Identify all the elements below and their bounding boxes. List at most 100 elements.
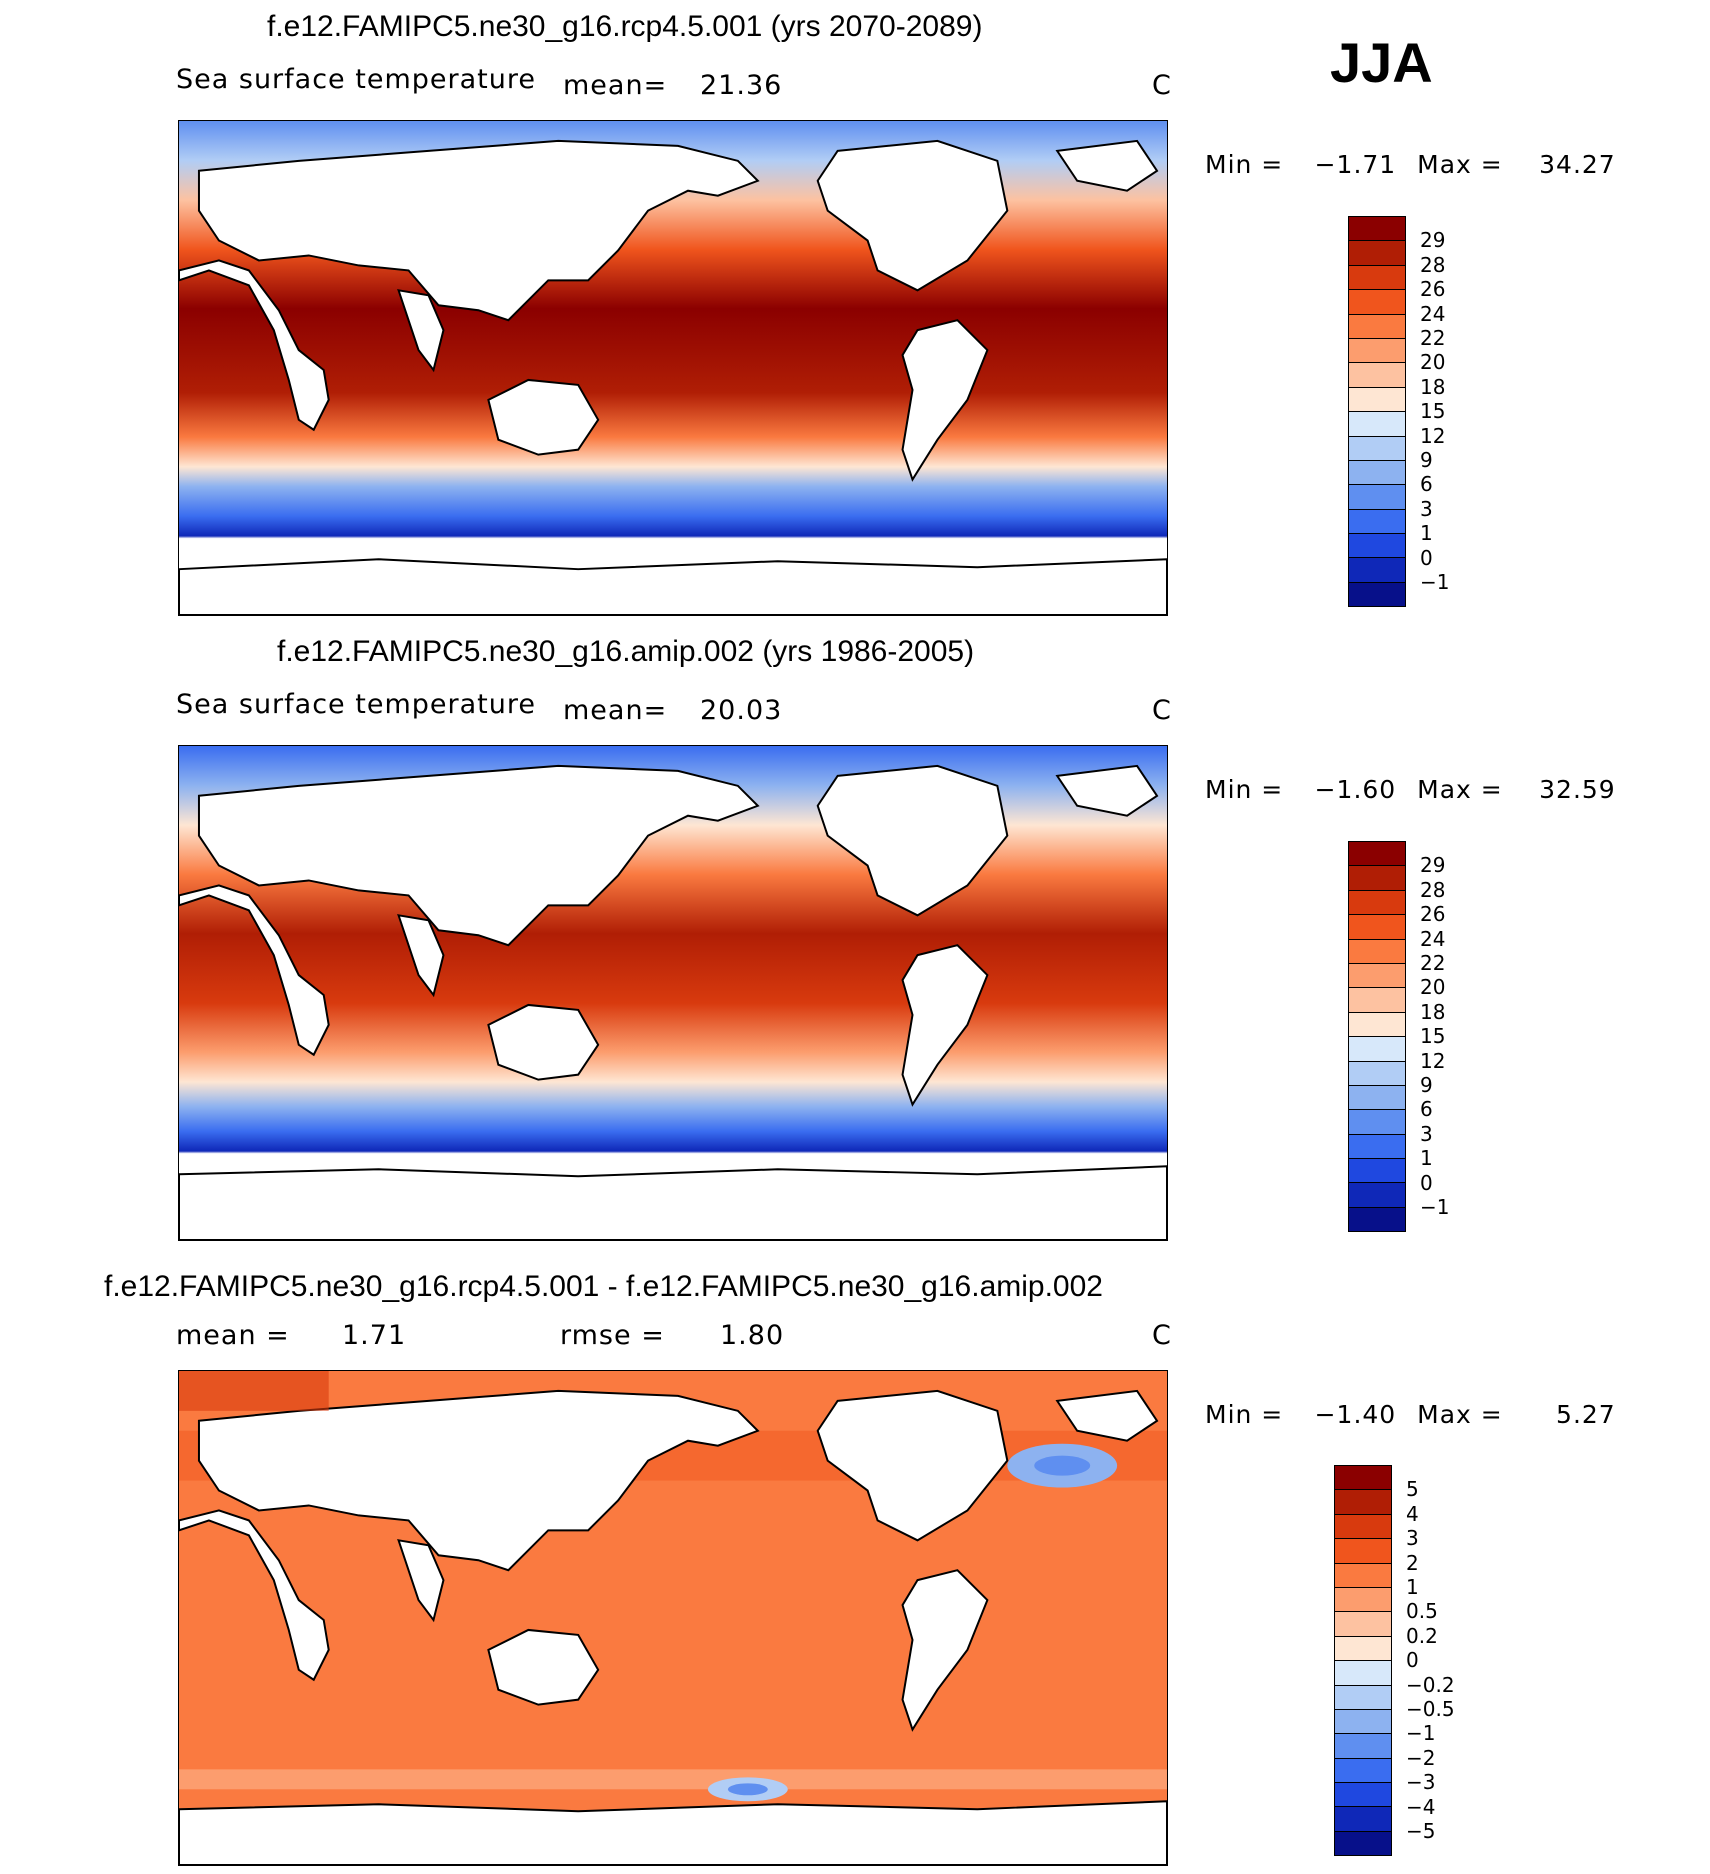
colorbar-tick-label: 12: [1420, 423, 1446, 448]
min-value: −1.40: [1314, 1400, 1397, 1429]
colorbar-swatch: [1349, 387, 1405, 413]
sst-field-map: [179, 121, 1167, 615]
colorbar-swatch: [1335, 1514, 1391, 1540]
colorbar-tick-label: 29: [1420, 228, 1446, 253]
colorbar-tick-label: −3: [1406, 1770, 1436, 1795]
colorbar-tick-label: 28: [1420, 252, 1446, 277]
colorbar-swatch: [1349, 1207, 1405, 1233]
colorbar-swatch: [1335, 1807, 1391, 1832]
colorbar-tick-label: 24: [1420, 301, 1446, 326]
colorbar-swatch: [1349, 1159, 1405, 1184]
colorbar-tick-label: 24: [1420, 926, 1446, 951]
map-panel-3: [178, 1370, 1168, 1866]
colorbar-tick-label: 1: [1420, 521, 1433, 546]
colorbar-swatch: [1335, 1636, 1391, 1662]
min-value: −1.60: [1314, 775, 1397, 804]
colorbar-tick-label: −2: [1406, 1745, 1436, 1770]
sst-field-map: [179, 746, 1167, 1240]
colorbar-swatch: [1349, 485, 1405, 510]
colorbar-swatch: [1349, 1037, 1405, 1062]
colorbar-swatch: [1349, 1012, 1405, 1038]
colorbar-tick-label: −5: [1406, 1819, 1436, 1843]
colorbar-swatch: [1335, 1709, 1391, 1735]
min-max-readout: Min = −1.71 Max = 34.27: [1205, 150, 1616, 179]
colorbar-tick-label: 5: [1406, 1477, 1419, 1502]
colorbar-swatch: [1349, 217, 1405, 242]
colorbar-tick-label: 3: [1420, 1121, 1433, 1146]
colorbar-tick-label: 29: [1420, 853, 1446, 878]
colorbar-swatch: [1349, 915, 1405, 940]
max-value: 34.27: [1539, 150, 1616, 179]
colorbar-swatch: [1349, 988, 1405, 1013]
max-value: 32.59: [1539, 775, 1616, 804]
mean-value: 21.36: [700, 70, 783, 101]
colorbar-tick-label: 3: [1406, 1526, 1419, 1551]
colorbar-tick-label: 20: [1420, 975, 1446, 1000]
colorbar-swatch: [1349, 1085, 1405, 1111]
colorbar-swatch: [1335, 1831, 1391, 1857]
colorbar-swatch: [1335, 1685, 1391, 1710]
colorbar-swatch: [1335, 1563, 1391, 1588]
colorbar-tick-label: −0.2: [1406, 1672, 1455, 1697]
colorbar-swatch: [1335, 1490, 1391, 1515]
min-label: Min =: [1205, 775, 1284, 804]
units-label: C: [1152, 1320, 1172, 1351]
colorbar-tick-label: −1: [1420, 1195, 1450, 1219]
min-label: Min =: [1205, 1400, 1284, 1429]
colorbar-tick-label: 15: [1420, 399, 1446, 424]
colorbar-tick-label: 3: [1420, 496, 1433, 521]
colorbar-swatch: [1349, 534, 1405, 559]
colorbar-swatch: [1335, 1783, 1391, 1808]
map-panel-1: [178, 120, 1168, 616]
variable-label: Sea surface temperature: [176, 689, 536, 720]
colorbar-tick-label: −4: [1406, 1794, 1436, 1819]
colorbar-tick-label: 12: [1420, 1048, 1446, 1073]
colorbar-tick-label: 20: [1420, 350, 1446, 375]
colorbar: 29 28 26 24 22 20 18 15 12 9 6 3 1 0 −1: [1348, 216, 1449, 608]
colorbar-swatch: [1349, 558, 1405, 583]
colorbar-swatch: [1349, 1183, 1405, 1208]
colorbar-tick-label: 9: [1420, 448, 1433, 472]
mean-label: mean=: [563, 695, 668, 726]
rmse-label: rmse =: [560, 1320, 665, 1351]
colorbar-tick-label: 9: [1420, 1073, 1433, 1097]
colorbar: 29 28 26 24 22 20 18 15 12 9 6 3 1 0 −1: [1348, 841, 1449, 1233]
colorbar-swatches: [1348, 216, 1406, 608]
panel-title: f.e12.FAMIPC5.ne30_g16.rcp4.5.001 (yrs 2…: [267, 10, 983, 43]
colorbar-tick-label: 6: [1420, 472, 1433, 497]
colorbar-swatch: [1349, 436, 1405, 461]
mean-label: mean=: [563, 70, 668, 101]
colorbar-swatch: [1335, 1466, 1391, 1491]
mean-value: 1.71: [342, 1320, 407, 1351]
colorbar-swatch: [1349, 338, 1405, 364]
colorbar-swatch: [1349, 1110, 1405, 1135]
colorbar: 5 4 3 2 1 0.5 0.2 0 −0.2 −0.5 −1 −2 −3 −4 −5: [1334, 1465, 1455, 1857]
colorbar-tick-label: 18: [1420, 374, 1446, 399]
colorbar-tick-label: 22: [1420, 326, 1446, 350]
map-panel-2: [178, 745, 1168, 1241]
colorbar-swatch: [1349, 939, 1405, 964]
colorbar-swatch: [1349, 363, 1405, 388]
max-value: 5.27: [1556, 1400, 1616, 1429]
min-max-readout: Min = −1.40 Max = 5.27: [1205, 1400, 1616, 1429]
colorbar-swatch: [1335, 1612, 1391, 1637]
colorbar-swatch: [1349, 582, 1405, 608]
colorbar-tick-label: −0.5: [1406, 1697, 1455, 1721]
colorbar-swatch: [1349, 265, 1405, 291]
colorbar-tick-label: 0: [1420, 545, 1433, 570]
colorbar-tick-label: 1: [1420, 1146, 1433, 1171]
colorbar-tick-label: −1: [1406, 1721, 1436, 1746]
max-label: Max =: [1417, 775, 1503, 804]
min-max-readout: Min = −1.60 Max = 32.59: [1205, 775, 1616, 804]
mean-label: mean =: [176, 1320, 290, 1351]
colorbar-tick-label: 1: [1406, 1575, 1419, 1599]
colorbar-tick-label: 0: [1420, 1170, 1433, 1195]
colorbar-tick-label: 6: [1420, 1097, 1433, 1122]
colorbar-swatch: [1335, 1734, 1391, 1759]
units-label: C: [1152, 695, 1172, 726]
panel-title: f.e12.FAMIPC5.ne30_g16.amip.002 (yrs 198…: [277, 635, 975, 668]
panel-title: f.e12.FAMIPC5.ne30_g16.rcp4.5.001 - f.e1…: [104, 1270, 1103, 1303]
sst-difference-map: [179, 1371, 1167, 1865]
min-label: Min =: [1205, 150, 1284, 179]
colorbar-tick-label: 22: [1420, 951, 1446, 975]
